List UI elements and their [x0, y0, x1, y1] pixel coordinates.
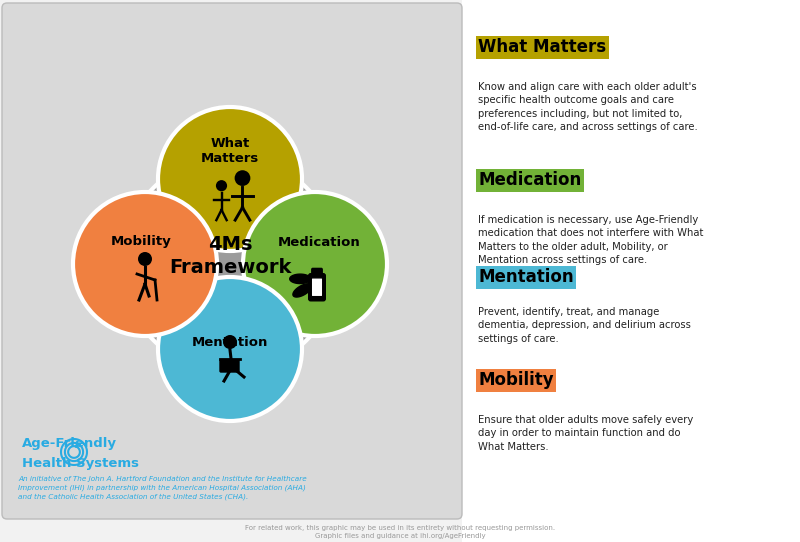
FancyBboxPatch shape: [220, 360, 239, 372]
Circle shape: [158, 107, 302, 251]
Text: Mobility: Mobility: [478, 371, 554, 389]
Text: Health Systems: Health Systems: [22, 457, 139, 470]
Circle shape: [234, 170, 250, 186]
Text: Know and align care with each older adult's
specific health outcome goals and ca: Know and align care with each older adul…: [478, 82, 698, 132]
Text: Mobility: Mobility: [110, 236, 171, 248]
FancyBboxPatch shape: [2, 3, 462, 519]
Text: Mentation: Mentation: [192, 337, 268, 350]
FancyBboxPatch shape: [311, 278, 322, 296]
Polygon shape: [290, 274, 310, 283]
Circle shape: [122, 156, 338, 372]
Text: An initiative of The John A. Hartford Foundation and the Institute for Healthcar: An initiative of The John A. Hartford Fo…: [18, 476, 306, 500]
Text: Prevent, identify, treat, and manage
dementia, depression, and delirium across
s: Prevent, identify, treat, and manage dem…: [478, 307, 691, 344]
Text: If medication is necessary, use Age-Friendly
medication that does not interfere : If medication is necessary, use Age-Frie…: [478, 215, 703, 265]
Circle shape: [73, 192, 217, 336]
Text: Mentation: Mentation: [478, 268, 574, 286]
Text: Age-Friendly: Age-Friendly: [22, 437, 117, 450]
Text: Medication: Medication: [478, 171, 582, 189]
Text: 4Ms
Framework: 4Ms Framework: [169, 235, 291, 277]
FancyBboxPatch shape: [312, 268, 322, 277]
FancyBboxPatch shape: [462, 0, 800, 542]
Text: What
Matters: What Matters: [201, 137, 259, 165]
Text: Medication: Medication: [278, 236, 360, 248]
Text: What Matters: What Matters: [478, 38, 606, 56]
Circle shape: [216, 180, 227, 191]
Circle shape: [223, 335, 237, 349]
Circle shape: [243, 192, 387, 336]
Circle shape: [158, 277, 302, 421]
Polygon shape: [293, 284, 312, 297]
Circle shape: [138, 252, 152, 266]
FancyBboxPatch shape: [309, 274, 326, 301]
Text: Ensure that older adults move safely every
day in order to maintain function and: Ensure that older adults move safely eve…: [478, 415, 694, 451]
Text: For related work, this graphic may be used in its entirety without requesting pe: For related work, this graphic may be us…: [245, 525, 555, 539]
